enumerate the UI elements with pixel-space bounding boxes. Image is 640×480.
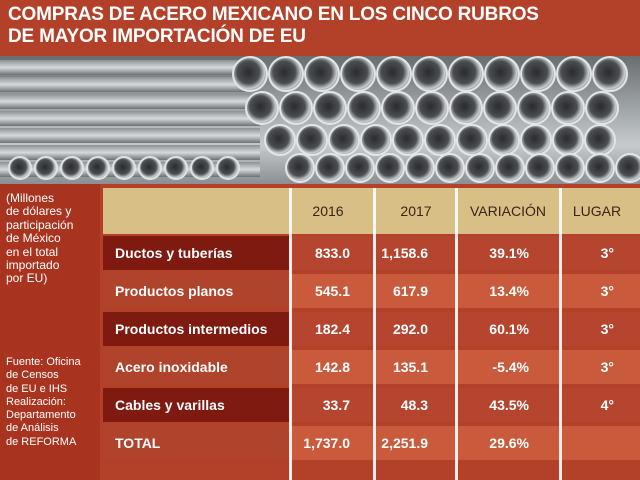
- table-cell: 2,251.9: [381, 435, 428, 451]
- table-cell: 833.0: [314, 245, 350, 261]
- table-cell: 3°: [600, 283, 614, 299]
- column-divider: [289, 188, 292, 480]
- table-row: TOTAL 1,737.0 2,251.9 29.6%: [103, 426, 640, 460]
- row-label: Ductos y tuberías: [115, 245, 233, 261]
- source-note-line: de Censos: [6, 369, 59, 382]
- data-table: 2016 2017 VARIACIÓN LUGAR Ductos y tuberías 8…: [103, 184, 640, 480]
- row-label: Acero inoxidable: [115, 359, 228, 375]
- column-header: LUGAR: [572, 203, 622, 219]
- units-note-line: (Millones: [6, 191, 55, 205]
- steel-pipes-photo: [0, 56, 640, 184]
- table-cell: 545.1: [314, 283, 350, 299]
- table-cell: 4°: [600, 397, 614, 413]
- table-cell: [534, 426, 614, 460]
- title-line-1: COMPRAS DE ACERO MEXICANO EN LOS CINCO R…: [8, 4, 539, 25]
- source-note-line: de EU e IHS: [6, 382, 68, 395]
- table-cell: 39.1%: [489, 245, 529, 261]
- table-cell: 292.0: [392, 321, 428, 337]
- table-cell: 1,158.6: [381, 245, 428, 261]
- table-cell: 3°: [600, 245, 614, 261]
- column-header: 2017: [400, 203, 432, 219]
- table-cell: 3°: [600, 359, 614, 375]
- column-divider: [455, 188, 458, 480]
- table-row: Acero inoxidable 142.8 135.1 -5.4% 3°: [103, 350, 640, 384]
- chart-title: COMPRAS DE ACERO MEXICANO EN LOS CINCO R…: [8, 4, 628, 48]
- table-cell: 617.9: [392, 283, 428, 299]
- units-note: (Millones de dólares y participación de Méx…: [6, 191, 100, 286]
- column-divider: [559, 188, 562, 480]
- source-note-line: de Análisis: [6, 422, 59, 435]
- table-cell: 182.4: [314, 321, 350, 337]
- table-cell: 13.4%: [489, 283, 529, 299]
- table-cell: 142.8: [314, 359, 350, 375]
- table-header-band: [103, 188, 640, 234]
- row-label: Cables y varillas: [115, 397, 225, 413]
- source-note-line: Fuente: Oficina: [6, 356, 81, 368]
- table-cell: 3°: [600, 321, 614, 337]
- column-header: 2016: [312, 203, 344, 219]
- row-label: Productos intermedios: [115, 321, 268, 337]
- table-cell: 43.5%: [489, 397, 529, 413]
- units-note-line: por EU): [6, 271, 48, 286]
- table-row: Ductos y tuberías 833.0 1,158.6 39.1% 3°: [103, 236, 640, 270]
- source-note: Fuente: Oficina de Censos de EU e IHS Reali…: [6, 356, 100, 449]
- units-note-line: de dólares y: [6, 204, 72, 219]
- table-cell: -5.4%: [492, 359, 529, 375]
- table-cell: 60.1%: [489, 321, 529, 337]
- units-note-line: participación: [6, 217, 74, 232]
- units-note-line: en el total: [6, 244, 59, 259]
- column-divider: [373, 188, 376, 480]
- table-cell: 33.7: [322, 397, 350, 413]
- source-note-line: Realización:: [6, 395, 66, 408]
- sidebar-panel: [0, 184, 100, 480]
- table-cell: 1,737.0: [303, 435, 350, 451]
- table-row: Productos planos 545.1 617.9 13.4% 3°: [103, 274, 640, 308]
- table-row: Productos intermedios 182.4 292.0 60.1% 3°: [103, 312, 640, 346]
- table-cell: 48.3: [400, 397, 428, 413]
- source-note-line: Departamento: [6, 409, 76, 422]
- title-line-2: DE MAYOR IMPORTACIÓN DE EU: [8, 26, 306, 47]
- row-label: TOTAL: [115, 435, 161, 451]
- table-cell: 29.6%: [489, 435, 529, 451]
- column-header: VARIACIÓN: [470, 203, 546, 219]
- units-note-line: importado: [6, 258, 60, 273]
- source-note-line: de REFORMA: [6, 435, 77, 448]
- table-row: Cables y varillas 33.7 48.3 43.5% 4°: [103, 388, 640, 422]
- units-note-line: de México: [6, 231, 61, 246]
- pipes-illustration: [0, 56, 640, 183]
- table-cell: 135.1: [392, 359, 428, 375]
- row-label: Productos planos: [115, 283, 234, 299]
